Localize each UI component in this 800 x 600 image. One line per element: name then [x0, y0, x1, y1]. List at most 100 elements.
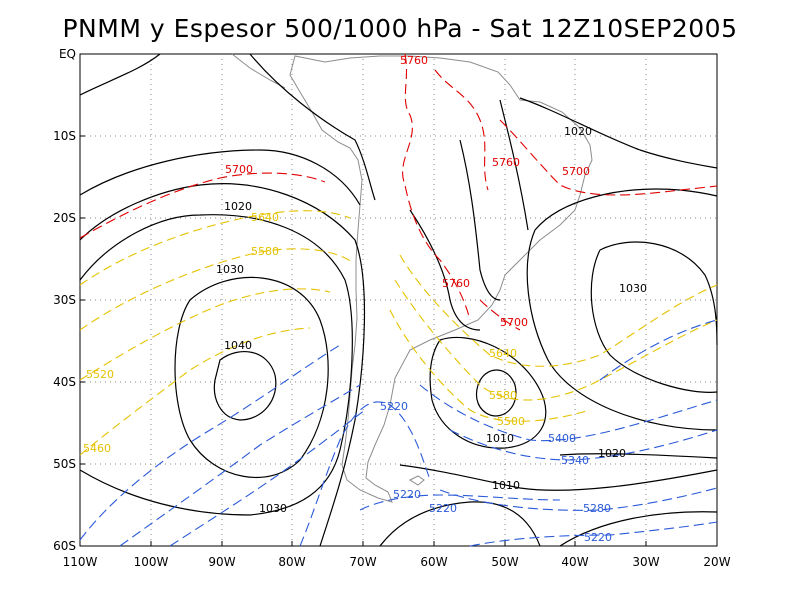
thickness-label-blue: 5220	[429, 502, 457, 515]
thickness-5220-east	[469, 521, 718, 547]
lon-label: 110W	[63, 555, 98, 569]
thickness-blue-labels: 5220 5400 5340 5220 5220 5280 5220	[380, 400, 612, 544]
thickness-5700-east	[499, 119, 718, 196]
isobar-south-deep	[379, 501, 541, 547]
thickness-5400-east	[419, 384, 718, 442]
thickness-5700-c	[479, 299, 521, 331]
lat-label: 50S	[53, 457, 76, 471]
lat-axis: EQ 10S 20S 30S 40S 50S 60S	[53, 47, 76, 553]
isobar-atlantic-1030	[599, 241, 718, 346]
thickness-label-blue: 5280	[583, 502, 611, 515]
lat-label: 40S	[53, 375, 76, 389]
thickness-5220-south	[359, 494, 561, 511]
isobar-1020-west	[79, 214, 353, 516]
thickness-label-yellow: 5580	[489, 389, 517, 402]
thickness-5700-west	[79, 172, 326, 239]
isobar-label: 1020	[598, 447, 626, 460]
thickness-label-yellow: 5580	[251, 245, 279, 258]
thickness-label-red: 5700	[500, 316, 528, 329]
isobar-atlantic-outer-2	[526, 229, 718, 431]
lon-label: 50W	[491, 555, 518, 569]
isobar-south-1010	[399, 464, 718, 491]
lon-label: 40W	[561, 555, 588, 569]
coastline-falklands	[408, 475, 425, 486]
isobar-atlantic-1020	[519, 97, 718, 169]
lon-label: 90W	[208, 555, 235, 569]
isobar-1030-west	[174, 276, 329, 479]
lon-label: 70W	[349, 555, 376, 569]
thickness-label-yellow: 5460	[83, 442, 111, 455]
lon-axis: 110W 100W 90W 80W 70W 60W 50W 40W 30W 20…	[63, 555, 731, 569]
lon-label: 100W	[134, 555, 169, 569]
thickness-5520	[79, 288, 331, 381]
lat-label: 20S	[53, 211, 76, 225]
lat-label: EQ	[59, 47, 76, 61]
thickness-label-red: 5700	[225, 163, 253, 176]
isobar-top-2	[249, 53, 376, 201]
thickness-label-red: 5760	[442, 277, 470, 290]
isobar-south-deep-2	[559, 511, 718, 547]
thickness-blue-far-east	[599, 319, 718, 381]
thickness-label-red: 5700	[562, 165, 590, 178]
thickness-label-yellow: 5520	[86, 368, 114, 381]
isobars	[79, 53, 718, 547]
lon-label: 80W	[278, 555, 305, 569]
thickness-label-yellow: 5500	[497, 415, 525, 428]
coastline-central-america	[231, 53, 286, 89]
isobar-interior-3	[499, 99, 529, 231]
isobar-1010-west	[79, 183, 366, 547]
isobar-atlantic-outer	[534, 188, 718, 231]
thickness-label-blue: 5340	[561, 454, 589, 467]
lat-label: 30S	[53, 293, 76, 307]
isobar-top-1	[79, 53, 161, 96]
isobar-sub-outer	[79, 149, 361, 206]
isobar-atlantic-1030-b	[590, 249, 718, 393]
thickness-red-labels: 5760 5700 5760 5700 5760 5700	[225, 54, 590, 329]
thickness-label-yellow: 5640	[489, 347, 517, 360]
thickness-5500-east	[389, 309, 591, 422]
isobar-label: 1030	[259, 502, 287, 515]
isobar-label: 1020	[564, 125, 592, 138]
isobar-1040	[213, 351, 277, 421]
thickness-5580	[79, 248, 353, 331]
isobar-label: 1030	[619, 282, 647, 295]
thickness-yellow-labels: 5640 5580 5520 5460 5640 5580 5500	[83, 211, 525, 455]
isobar-label: 1010	[492, 479, 520, 492]
thickness-5340-east	[449, 429, 718, 461]
isobar-label: 1040	[224, 339, 252, 352]
thickness-label-yellow: 5640	[251, 211, 279, 224]
isobar-labels: 1020 1030 1040 1030 1030 1020 1010 1010 …	[216, 125, 647, 515]
thickness-5640	[79, 210, 351, 286]
thickness-5400-west	[79, 344, 341, 541]
thickness-label-blue: 5220	[380, 400, 408, 413]
thickness-5280-west	[169, 409, 366, 547]
isobar-low-1010	[475, 369, 517, 417]
lat-label: 10S	[53, 129, 76, 143]
isobar-label: 1010	[486, 432, 514, 445]
map-title: PNMM y Espesor 500/1000 hPa - Sat 12Z10S…	[62, 14, 738, 43]
isobar-label: 1020	[224, 200, 252, 213]
isobar-low-1010-b	[429, 336, 547, 449]
lat-label: 60S	[53, 539, 76, 553]
isobar-interior-2	[459, 139, 501, 301]
thickness-label-blue: 5220	[393, 488, 421, 501]
thickness-label-red: 5760	[492, 156, 520, 169]
lon-label: 60W	[420, 555, 447, 569]
thickness-5280-east	[439, 487, 718, 511]
thickness-5460	[79, 327, 311, 456]
thickness-label-blue: 5220	[584, 531, 612, 544]
tick-marks	[80, 53, 647, 547]
isobar-label: 1030	[216, 263, 244, 276]
thickness-yellow-contours	[79, 210, 718, 456]
thickness-5220	[299, 401, 431, 547]
isobar-interior-1	[409, 209, 481, 331]
lon-label: 30W	[632, 555, 659, 569]
thickness-5340-west	[119, 384, 361, 547]
isobar-south-1020	[559, 453, 718, 459]
thickness-label-blue: 5400	[548, 432, 576, 445]
thickness-5760-north	[402, 53, 471, 321]
thickness-5640-east	[399, 254, 718, 367]
thickness-red-contours	[79, 53, 718, 331]
lon-label: 20W	[703, 555, 730, 569]
